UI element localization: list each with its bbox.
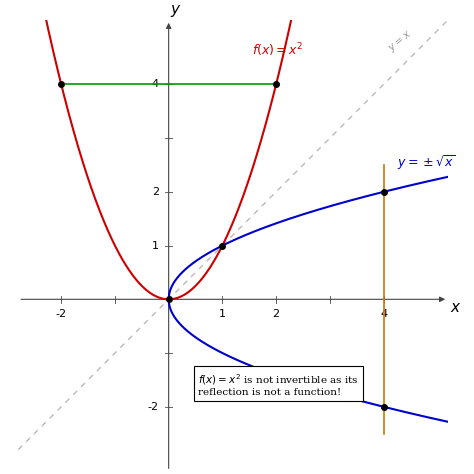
Text: x: x (451, 300, 460, 315)
Text: 2: 2 (152, 187, 159, 197)
Text: 4: 4 (152, 80, 159, 90)
Text: 4: 4 (380, 309, 387, 319)
Text: $y=x$: $y=x$ (386, 28, 415, 55)
Text: 1: 1 (219, 309, 226, 319)
Text: -2: -2 (55, 309, 67, 319)
Text: $f(x)=x^2$: $f(x)=x^2$ (252, 41, 303, 59)
Text: $f(x) = x^2$ is not invertible as its
reflection is not a function!: $f(x) = x^2$ is not invertible as its re… (198, 372, 359, 397)
Text: 2: 2 (273, 309, 280, 319)
Text: $y=\pm\sqrt{x}$: $y=\pm\sqrt{x}$ (397, 153, 456, 172)
Text: 1: 1 (152, 241, 159, 251)
Text: -2: -2 (148, 402, 159, 412)
Text: y: y (171, 2, 180, 17)
